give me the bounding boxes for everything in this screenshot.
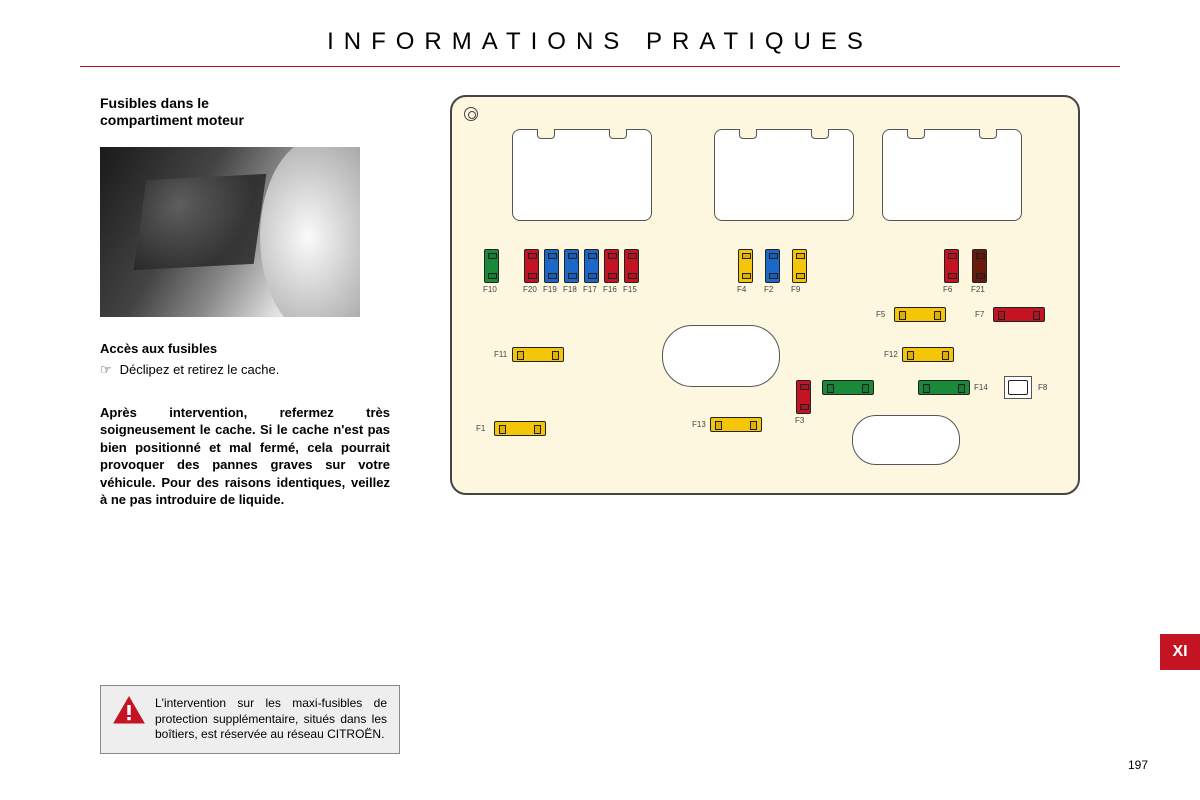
fuse-f17: [584, 249, 599, 283]
content-row: Fusibles dans le compartiment moteur Acc…: [0, 67, 1200, 509]
section-title: Fusibles dans le compartiment moteur: [100, 95, 390, 129]
fuse-f14: [918, 380, 970, 395]
fuse-label: F14: [974, 383, 988, 392]
large-socket: [512, 129, 652, 221]
engine-compartment-photo: [100, 147, 360, 317]
fuse-f10: [484, 249, 499, 283]
fuse-label: F20: [523, 285, 537, 294]
fuse-label: F3: [795, 416, 804, 425]
fuse-label: F6: [943, 285, 952, 294]
fuse-label: F18: [563, 285, 577, 294]
fuse-label: F17: [583, 285, 597, 294]
fuse-label: F1: [476, 424, 485, 433]
fuse-f7: [993, 307, 1045, 322]
fuse-label: F5: [876, 310, 885, 319]
fuse-f6: [944, 249, 959, 283]
page-number: 197: [1128, 758, 1148, 772]
fuse-f5: [894, 307, 946, 322]
fuse-label: F21: [971, 285, 985, 294]
fuse-f18: [564, 249, 579, 283]
instruction-text: Déclipez et retirez le cache.: [120, 362, 280, 378]
fuse-f2: [765, 249, 780, 283]
fuse-f19: [544, 249, 559, 283]
fuse-label: F13: [692, 420, 706, 429]
fuse-label: F2: [764, 285, 773, 294]
fuse-fa: [822, 380, 874, 395]
fuse-f4: [738, 249, 753, 283]
hand-pointer-icon: ☞: [100, 362, 112, 378]
fuse-label: F11: [494, 350, 507, 359]
fuse-label: F12: [884, 350, 898, 359]
fuse-f11: [512, 347, 564, 362]
large-socket: [714, 129, 854, 221]
fuse-f3: [796, 380, 811, 414]
section-title-l2: compartiment moteur: [100, 112, 244, 128]
fuse-label: F8: [1038, 383, 1047, 392]
instruction-line: ☞ Déclipez et retirez le cache.: [100, 362, 390, 378]
warning-triangle-icon: [113, 696, 145, 724]
fuse-f16: [604, 249, 619, 283]
fuse-f1: [494, 421, 546, 436]
section-tab: XI: [1160, 634, 1200, 670]
fuse-f20: [524, 249, 539, 283]
oval-socket: [662, 325, 780, 387]
oval-socket: [852, 415, 960, 465]
fuse-label: F7: [975, 310, 984, 319]
fuse-f9: [792, 249, 807, 283]
large-socket: [882, 129, 1022, 221]
fuse-f8: [1008, 380, 1028, 395]
fuse-label: F19: [543, 285, 557, 294]
sub-heading: Accès aux fusibles: [100, 341, 390, 356]
screw-icon: [464, 107, 478, 121]
info-callout-box: L'intervention sur les maxi-fusibles de …: [100, 685, 400, 754]
fuse-label: F16: [603, 285, 617, 294]
fuse-f15: [624, 249, 639, 283]
fuse-label: F4: [737, 285, 746, 294]
left-column: Fusibles dans le compartiment moteur Acc…: [100, 95, 390, 509]
fuse-f13: [710, 417, 762, 432]
fuse-label: F15: [623, 285, 637, 294]
page-title: INFORMATIONS PRATIQUES: [0, 0, 1200, 66]
fuse-f12: [902, 347, 954, 362]
warning-paragraph: Après intervention, refermez très soigne…: [100, 404, 390, 509]
info-text: L'intervention sur les maxi-fusibles de …: [155, 696, 387, 743]
diagram-column: F10 F20 F19 F18 F17 F16 F15 F4 F2 F9 F6 F21 F3 F5 F7 F1…: [450, 95, 1120, 509]
fuse-f21: [972, 249, 987, 283]
fuse-label: F10: [483, 285, 497, 294]
fuse-label: F9: [791, 285, 800, 294]
section-title-l1: Fusibles dans le: [100, 95, 209, 111]
fuse-box-diagram: F10 F20 F19 F18 F17 F16 F15 F4 F2 F9 F6 F21 F3 F5 F7 F1…: [450, 95, 1080, 495]
